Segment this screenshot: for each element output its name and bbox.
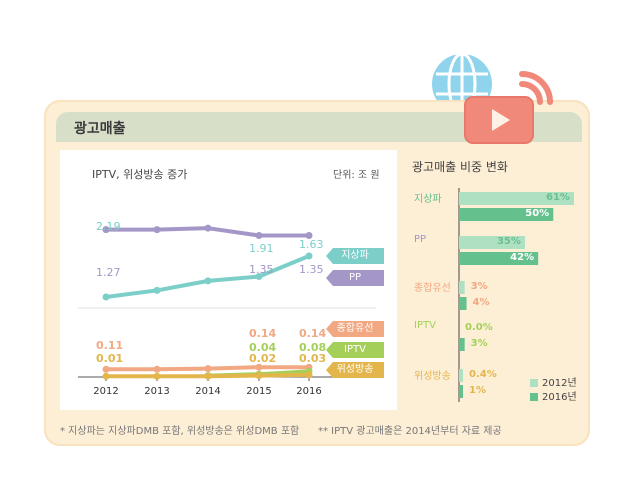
bar-value-label: 3% <box>470 338 488 349</box>
series-tag: 지상파 <box>326 248 384 264</box>
bar-chart-title: 광고매출 비중 변화 <box>412 160 508 174</box>
x-tick-label: 2014 <box>195 386 221 397</box>
category-label: 종합유선 <box>414 283 451 294</box>
x-tick-label: 2012 <box>93 386 119 397</box>
footnote-iptv: ** IPTV 광고매출은 2014년부터 자료 제공 <box>318 426 502 437</box>
footnote-terrestrial: * 지상파는 지상파DMB 포함, 위성방송은 위성DMB 포함 <box>60 426 300 437</box>
bar-value-label: 0.4% <box>469 369 497 380</box>
series-tag: 종합유선 <box>326 321 384 337</box>
legend-swatch <box>530 379 538 387</box>
bar <box>459 369 463 382</box>
data-point <box>102 372 110 380</box>
data-point <box>305 252 313 260</box>
data-point <box>255 372 263 380</box>
play-button-icon <box>464 96 534 144</box>
header-title: 광고매출 <box>74 121 126 137</box>
data-point <box>305 371 313 379</box>
line-chart-title: IPTV, 위성방송 증가 <box>92 168 188 181</box>
x-tick-label: 2016 <box>296 386 322 397</box>
legend-2012: 2012년 <box>530 374 577 389</box>
bar-value-label: 4% <box>472 297 490 308</box>
category-label: IPTV <box>414 320 436 331</box>
series-tag: IPTV <box>326 342 384 358</box>
data-label: 1.27 <box>96 266 121 279</box>
wifi-signal-icon <box>519 71 553 105</box>
data-label: 0.02 <box>249 352 277 365</box>
data-point <box>204 365 212 373</box>
data-point <box>255 232 263 239</box>
bar-value-label: 50% <box>525 208 550 219</box>
data-label: 1.35 <box>249 263 274 276</box>
legend-label: 2012년 <box>542 378 577 389</box>
bar <box>459 338 465 351</box>
bar <box>459 208 554 221</box>
legend-2016: 2016년 <box>530 388 577 403</box>
x-tick-label: 2013 <box>144 386 170 397</box>
data-point <box>255 273 263 280</box>
data-label: 0.03 <box>299 352 327 365</box>
data-label: 0.14 <box>249 327 277 340</box>
bar-value-label: 3% <box>470 281 488 292</box>
series-tag: 위성방송 <box>326 362 384 378</box>
bar <box>459 236 525 249</box>
category-label: 위성방송 <box>414 371 451 382</box>
data-point <box>204 277 212 285</box>
data-label: 0.04 <box>249 341 277 354</box>
data-point <box>204 372 212 380</box>
legend-label: 2016년 <box>542 392 577 403</box>
data-point <box>153 372 161 380</box>
bar-value-label: 61% <box>546 192 570 203</box>
data-point <box>153 365 161 373</box>
data-label: 1.91 <box>249 242 274 255</box>
series-tag: PP <box>326 270 384 286</box>
bar-value-label: 35% <box>496 236 521 247</box>
legend-swatch <box>530 393 538 401</box>
bar <box>459 252 539 265</box>
data-label: 0.14 <box>299 327 327 340</box>
data-label: 1.63 <box>299 238 324 251</box>
category-label: PP <box>414 234 427 245</box>
data-point <box>102 365 110 373</box>
data-label: 0.08 <box>299 341 327 354</box>
unit-label: 단위: 조 원 <box>333 170 380 181</box>
x-tick-label: 2015 <box>246 386 272 397</box>
data-point <box>102 226 110 234</box>
bar <box>459 192 574 205</box>
data-label: 0.01 <box>96 352 124 365</box>
data-point <box>204 224 212 232</box>
bar <box>459 297 467 310</box>
data-point <box>102 293 110 301</box>
data-point <box>255 363 263 371</box>
bar <box>459 281 465 294</box>
bar <box>459 385 463 398</box>
data-point <box>153 286 161 294</box>
category-label: 지상파 <box>414 194 442 205</box>
bar-value-label: 0.0% <box>465 322 493 333</box>
bar-value-label: 1% <box>469 385 486 396</box>
data-label: 2.19 <box>96 220 121 233</box>
data-point <box>153 226 161 234</box>
bar-value-label: 42% <box>510 252 535 263</box>
data-label: 0.11 <box>96 339 124 352</box>
data-point <box>305 232 313 239</box>
data-label: 1.35 <box>299 263 324 276</box>
